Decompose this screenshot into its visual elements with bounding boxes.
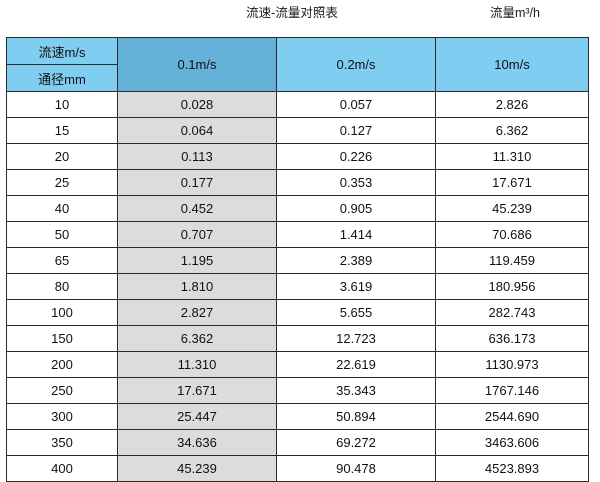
header-row-top: 流速m/s 0.1m/s 0.2m/s 10m/s <box>6 37 589 92</box>
cell-v1: 34.636 <box>117 429 277 456</box>
header-col-1: 0.2m/s <box>276 37 436 92</box>
cell-v1: 11.310 <box>117 351 277 378</box>
table-row: 250 17.671 35.343 1767.146 <box>6 377 589 404</box>
table-row: 150 6.362 12.723 636.173 <box>6 325 589 352</box>
cell-v2: 0.127 <box>276 117 436 144</box>
cell-v3: 1130.973 <box>435 351 589 378</box>
cell-dn: 100 <box>6 299 118 326</box>
header-col-2: 10m/s <box>435 37 589 92</box>
cell-v3: 636.173 <box>435 325 589 352</box>
unit-title: 流量m³/h <box>489 6 540 20</box>
cell-v3: 4523.893 <box>435 455 589 482</box>
cell-v3: 45.239 <box>435 195 589 222</box>
cell-v2: 50.894 <box>276 403 436 430</box>
cell-v2: 0.057 <box>276 91 436 118</box>
table-row: 40 0.452 0.905 45.239 <box>6 195 589 222</box>
cell-dn: 50 <box>6 221 118 248</box>
cell-v1: 45.239 <box>117 455 277 482</box>
cell-v2: 1.414 <box>276 221 436 248</box>
table-row: 65 1.195 2.389 119.459 <box>6 247 589 274</box>
table-row: 100 2.827 5.655 282.743 <box>6 299 589 326</box>
cell-v2: 69.272 <box>276 429 436 456</box>
table-row: 10 0.028 0.057 2.826 <box>6 91 589 118</box>
cell-dn: 15 <box>6 117 118 144</box>
table-row: 50 0.707 1.414 70.686 <box>6 221 589 248</box>
cell-dn: 25 <box>6 169 118 196</box>
table-row: 25 0.177 0.353 17.671 <box>6 169 589 196</box>
cell-dn: 350 <box>6 429 118 456</box>
page-title: 流速-流量对照表 <box>246 6 338 20</box>
cell-dn: 400 <box>6 455 118 482</box>
cell-v2: 90.478 <box>276 455 436 482</box>
cell-v2: 5.655 <box>276 299 436 326</box>
cell-dn: 40 <box>6 195 118 222</box>
cell-v3: 2.826 <box>435 91 589 118</box>
table-row: 300 25.447 50.894 2544.690 <box>6 403 589 430</box>
header-corner-velocity-label: 流速m/s <box>6 37 118 65</box>
cell-v3: 2544.690 <box>435 403 589 430</box>
cell-v2: 2.389 <box>276 247 436 274</box>
cell-v2: 22.619 <box>276 351 436 378</box>
cell-v1: 1.195 <box>117 247 277 274</box>
cell-v2: 0.905 <box>276 195 436 222</box>
cell-dn: 200 <box>6 351 118 378</box>
cell-v3: 119.459 <box>435 247 589 274</box>
cell-v1: 0.028 <box>117 91 277 118</box>
cell-v1: 0.177 <box>117 169 277 196</box>
cell-v2: 35.343 <box>276 377 436 404</box>
cell-v3: 282.743 <box>435 299 589 326</box>
cell-v2: 0.353 <box>276 169 436 196</box>
table-row: 200 11.310 22.619 1130.973 <box>6 351 589 378</box>
cell-v3: 11.310 <box>435 143 589 170</box>
cell-v1: 1.810 <box>117 273 277 300</box>
cell-dn: 65 <box>6 247 118 274</box>
flow-velocity-table: 流速m/s 0.1m/s 0.2m/s 10m/s 通径mm 10 0.028 … <box>6 37 589 482</box>
cell-dn: 150 <box>6 325 118 352</box>
table-body: 10 0.028 0.057 2.826 15 0.064 0.127 6.36… <box>6 91 589 482</box>
cell-v1: 0.064 <box>117 117 277 144</box>
cell-dn: 250 <box>6 377 118 404</box>
cell-v3: 180.956 <box>435 273 589 300</box>
table-row: 400 45.239 90.478 4523.893 <box>6 455 589 482</box>
cell-v1: 17.671 <box>117 377 277 404</box>
cell-v1: 0.113 <box>117 143 277 170</box>
cell-dn: 300 <box>6 403 118 430</box>
table-header: 流速m/s 0.1m/s 0.2m/s 10m/s 通径mm <box>6 37 589 92</box>
cell-v3: 6.362 <box>435 117 589 144</box>
table-row: 80 1.810 3.619 180.956 <box>6 273 589 300</box>
cell-dn: 10 <box>6 91 118 118</box>
table-row: 350 34.636 69.272 3463.606 <box>6 429 589 456</box>
cell-v3: 1767.146 <box>435 377 589 404</box>
cell-v1: 2.827 <box>117 299 277 326</box>
cell-v3: 70.686 <box>435 221 589 248</box>
cell-dn: 80 <box>6 273 118 300</box>
cell-v1: 6.362 <box>117 325 277 352</box>
cell-v3: 3463.606 <box>435 429 589 456</box>
header-row-bottom: 通径mm <box>6 64 589 92</box>
table-row: 20 0.113 0.226 11.310 <box>6 143 589 170</box>
cell-v1: 0.707 <box>117 221 277 248</box>
flow-velocity-table-container: 流速m/s 0.1m/s 0.2m/s 10m/s 通径mm 10 0.028 … <box>6 37 589 482</box>
title-bar: 流速-流量对照表 流量m³/h <box>0 0 600 36</box>
header-corner-diameter-label: 通径mm <box>6 64 118 92</box>
table-row: 15 0.064 0.127 6.362 <box>6 117 589 144</box>
header-col-0: 0.1m/s <box>117 37 277 92</box>
cell-v2: 0.226 <box>276 143 436 170</box>
cell-v3: 17.671 <box>435 169 589 196</box>
cell-v2: 12.723 <box>276 325 436 352</box>
cell-v2: 3.619 <box>276 273 436 300</box>
cell-v1: 0.452 <box>117 195 277 222</box>
cell-v1: 25.447 <box>117 403 277 430</box>
cell-dn: 20 <box>6 143 118 170</box>
